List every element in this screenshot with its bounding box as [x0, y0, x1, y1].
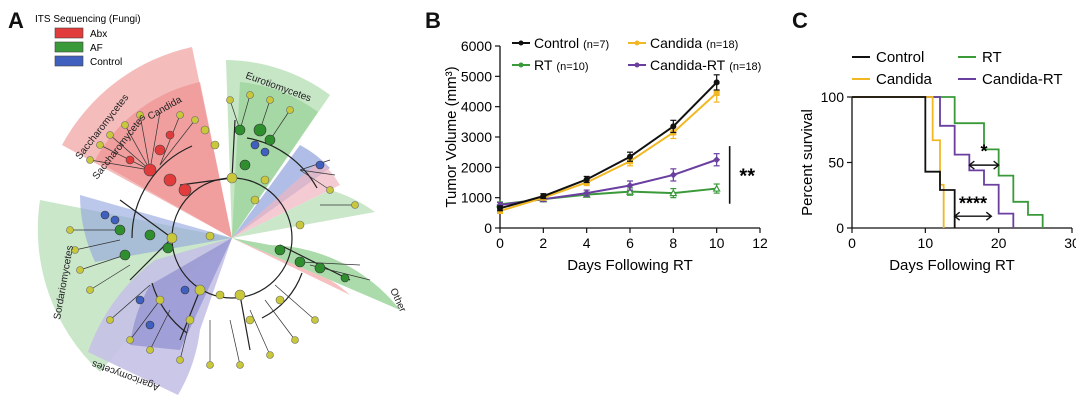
- data-point-control: [540, 193, 547, 200]
- significance-arrow-rt-head-right: [993, 160, 1000, 170]
- significance-arrow-candida-head-left: [953, 211, 961, 221]
- legend-label-candida: Candida: [650, 35, 702, 51]
- legend-label-control: Control: [534, 35, 579, 51]
- panel-a-letter: A: [8, 8, 24, 33]
- y-tick-label: 5000: [461, 68, 492, 84]
- legend-n-candida-rt: (n=18): [729, 61, 761, 73]
- x-tick-label: 30: [1064, 235, 1076, 251]
- data-point-rt: [625, 187, 635, 195]
- cladogram-nodes-red: [125, 130, 192, 197]
- data-point-rt: [712, 184, 721, 192]
- legend-label-rt: RT: [534, 57, 553, 73]
- cladogram-nodes-blue: [100, 140, 325, 330]
- survival-curve-candida: [852, 96, 945, 228]
- data-point-control: [670, 123, 677, 130]
- series-line-candida: [499, 92, 718, 212]
- survival-curve-candida-rt: [852, 96, 1015, 228]
- clade-highlight-sectors: [37, 47, 400, 395]
- x-tick-label: 0: [848, 235, 856, 251]
- y-tick-label: 0: [484, 220, 492, 236]
- x-tick-label: 4: [583, 235, 591, 251]
- legend-marker-control: [518, 40, 524, 46]
- series-line-control: [499, 81, 718, 210]
- cladogram-nodes-green: [114, 123, 350, 283]
- x-axis-label: Days Following RT: [889, 257, 1015, 274]
- legend-label-control: Control: [876, 49, 924, 66]
- y-tick-label: 6000: [461, 38, 492, 54]
- legend-n-candida: (n=18): [706, 39, 738, 51]
- legend-label-candida-rt: Candida-RT: [650, 57, 726, 73]
- data-point-rt: [669, 188, 678, 197]
- x-tick-label: 10: [918, 235, 934, 251]
- tumor-volume-chart: 0 1000 2000 3000 4000 5000 6000 0 2 4 6 8 10 12 Days F…: [443, 35, 768, 274]
- y-axis-label: Tumor Volume (mm³): [443, 66, 460, 207]
- legend-marker-candida-rt: [634, 62, 640, 68]
- y-axis-label: Percent survival: [799, 109, 816, 216]
- y-tick-label: 1000: [461, 190, 492, 206]
- x-tick-label: 10: [709, 235, 725, 251]
- panel-c-letter: C: [792, 8, 808, 33]
- y-tick-label: 100: [821, 89, 845, 105]
- legend-n-rt: (n=10): [556, 61, 588, 73]
- data-point-candida-rt: [713, 156, 721, 164]
- significance-label-rt: *: [980, 141, 987, 161]
- legend-label-rt: RT: [982, 49, 1002, 66]
- legend-swatch-af: [54, 41, 84, 53]
- significance-arrow-rt-head-left: [968, 160, 975, 170]
- y-tick-label: 3000: [461, 129, 492, 145]
- cladogram-legend: Abx AF Control: [54, 27, 122, 68]
- cladogram-panel: ITS Sequencing (Fungi) Abx AF Control: [35, 14, 408, 395]
- data-point-candida-rt: [669, 171, 677, 179]
- x-axis-label: Days Following RT: [567, 257, 693, 274]
- y-tick-label: 50: [828, 155, 844, 171]
- x-tick-label: 2: [539, 235, 547, 251]
- significance-label-candida: ****: [959, 194, 987, 214]
- data-point-control: [627, 153, 633, 160]
- y-tick-label: 2000: [461, 159, 492, 175]
- survival-curve-rt: [852, 96, 1044, 228]
- survival-chart: 0 50 100 0 10 20 30 Days Following RT Percent su…: [799, 49, 1076, 274]
- data-point-candida-rt: [626, 182, 634, 190]
- significance-label: **: [739, 166, 755, 188]
- legend-label-control: Control: [90, 57, 122, 68]
- legend-label-abx: Abx: [90, 29, 107, 40]
- legend-n-control: (n=7): [583, 39, 609, 51]
- legend-marker-rt: [518, 62, 524, 68]
- data-point-candida: [713, 90, 720, 97]
- legend-marker-candida: [634, 40, 640, 46]
- panel-b-letter: B: [425, 8, 441, 33]
- legend-swatch-abx: [54, 27, 84, 39]
- y-tick-label: 0: [836, 220, 844, 236]
- survival-curve-control: [852, 96, 956, 228]
- legend-label-candida-rt: Candida-RT: [982, 71, 1063, 88]
- significance-arrow-candida-head-right: [985, 211, 993, 221]
- legend-label-candida: Candida: [876, 71, 933, 88]
- data-point-control: [583, 176, 590, 183]
- cladogram-legend-title: ITS Sequencing (Fungi): [35, 14, 141, 25]
- legend-label-af: AF: [90, 43, 103, 54]
- x-tick-label: 8: [669, 235, 677, 251]
- data-point-control: [713, 79, 720, 86]
- data-point-candida-rt: [583, 189, 591, 197]
- x-tick-label: 6: [626, 235, 634, 251]
- x-tick-label: 0: [496, 235, 504, 251]
- legend-swatch-control: [54, 55, 84, 67]
- x-tick-label: 12: [752, 235, 768, 251]
- cladogram-nodes-yellow: [66, 91, 359, 369]
- y-tick-label: 4000: [461, 99, 492, 115]
- x-tick-label: 20: [991, 235, 1007, 251]
- data-point-control: [497, 205, 503, 212]
- cladogram-branch-spokes: [70, 94, 371, 366]
